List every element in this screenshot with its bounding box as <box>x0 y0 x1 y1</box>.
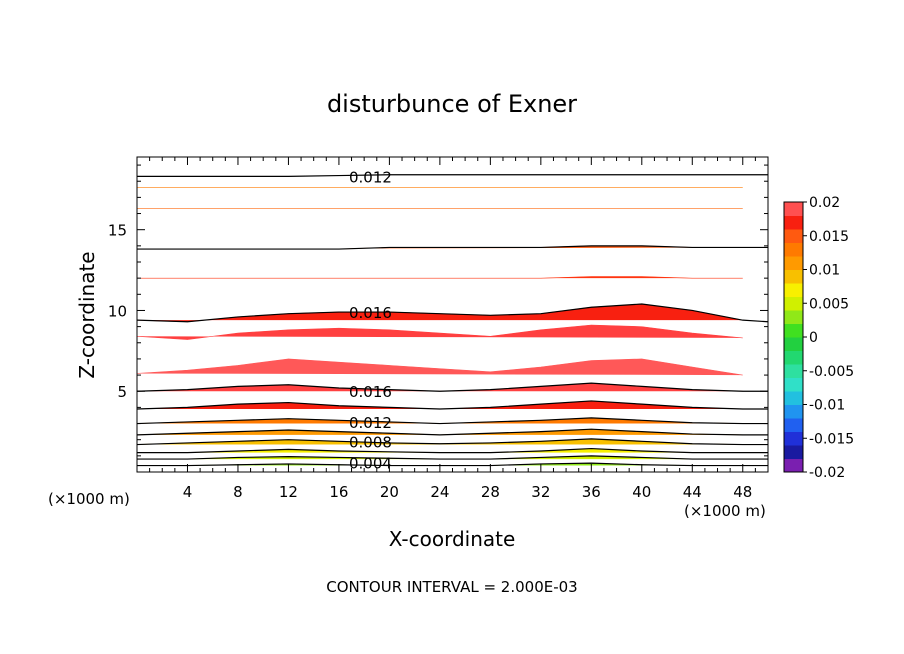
band-12 <box>137 276 743 279</box>
colorbar-swatch <box>784 215 803 230</box>
colorbar-swatch <box>784 391 803 405</box>
contour-line <box>136 438 768 446</box>
contour-label: 0.008 <box>349 433 392 451</box>
contour-line <box>137 447 768 454</box>
colorbar-label: -0.02 <box>809 465 845 481</box>
colorbar-label: 0.015 <box>809 229 849 245</box>
contour-line <box>136 400 768 410</box>
colorbar-swatch <box>784 229 803 243</box>
x-tick-label: 44 <box>683 483 702 501</box>
contour-interval-note: CONTOUR INTERVAL = 2.000E-03 <box>326 578 577 596</box>
band-10 <box>136 324 743 340</box>
contour-lines <box>136 174 769 467</box>
x-ticks: 4 8 12 16 20 24 28 32 36 40 44 48 <box>149 157 756 501</box>
x-tick-label: 24 <box>430 483 449 501</box>
contour-line <box>137 245 768 250</box>
colorbar-swatch <box>784 283 803 297</box>
colorbar-label: 0.02 <box>809 195 840 211</box>
colorbar-swatch <box>784 256 803 270</box>
colorbar-swatch <box>784 310 803 324</box>
contour-line <box>137 462 768 467</box>
colorbar-swatch <box>784 242 803 257</box>
contour-line <box>136 303 769 323</box>
contour-label: 0.016 <box>349 383 392 401</box>
band-11 <box>136 303 743 323</box>
x-tick-label: 36 <box>582 483 601 501</box>
y-ticks: 5 10 15 <box>108 164 768 457</box>
x-tick-label: 20 <box>380 483 399 501</box>
colorbar-swatch <box>784 364 803 378</box>
x-tick-label: 12 <box>279 483 298 501</box>
colorbar-swatch <box>784 377 803 392</box>
y-axis-label: Z-coordinate <box>75 251 99 378</box>
band-3 <box>137 448 743 453</box>
colorbar-swatch <box>784 202 803 216</box>
contour-label: 0.012 <box>349 414 392 432</box>
filled-bands <box>136 187 768 473</box>
colorbar-swatch <box>784 431 803 446</box>
colorbar-swatch <box>784 296 803 311</box>
x-unit-right: (×1000 m) <box>684 502 766 520</box>
colorbar-swatch <box>784 350 803 365</box>
colorbar-label: -0.015 <box>809 431 854 447</box>
x-tick-label: 8 <box>233 483 243 501</box>
x-tick-label: 48 <box>733 483 752 501</box>
contour-label: 0.004 <box>349 454 392 472</box>
colorbar-swatch <box>784 269 803 284</box>
y-tick-label: 10 <box>108 302 127 320</box>
contour-label: 0.012 <box>349 168 392 186</box>
band-9 <box>136 358 743 376</box>
colorbar-swatch <box>784 404 803 419</box>
colorbar-swatch <box>784 337 803 351</box>
contour-line <box>136 428 768 436</box>
colorbar: 0.02 0.015 0.01 0.005 0 -0.005 -0.01 -0.015 -0.0… <box>783 195 854 481</box>
colorbar-label: 0.005 <box>809 296 849 312</box>
x-tick-label: 4 <box>183 483 193 501</box>
chart-title: disturbunce of Exner <box>327 90 577 118</box>
x-tick-label: 40 <box>632 483 651 501</box>
x-tick-label: 28 <box>481 483 500 501</box>
colorbar-label: -0.005 <box>809 364 854 380</box>
contour-line <box>136 382 768 392</box>
colorbar-swatch <box>784 445 803 459</box>
colorbar-swatch <box>784 458 803 473</box>
y-tick-label: 5 <box>117 383 127 401</box>
colorbar-swatch <box>784 323 803 338</box>
y-tick-label: 15 <box>108 222 127 240</box>
contour-line <box>136 417 768 425</box>
contour-line <box>137 455 768 460</box>
x-tick-label: 16 <box>329 483 348 501</box>
contour-label: 0.016 <box>349 304 392 322</box>
colorbar-label: 0 <box>809 330 818 346</box>
x-axis-label: X-coordinate <box>389 527 516 551</box>
x-tick-label: 32 <box>531 483 550 501</box>
contour-line <box>137 174 768 177</box>
x-unit-left: (×1000 m) <box>48 490 130 508</box>
colorbar-swatch <box>784 418 803 432</box>
colorbar-label: 0.01 <box>809 263 840 279</box>
colorbar-label: -0.01 <box>809 398 845 414</box>
